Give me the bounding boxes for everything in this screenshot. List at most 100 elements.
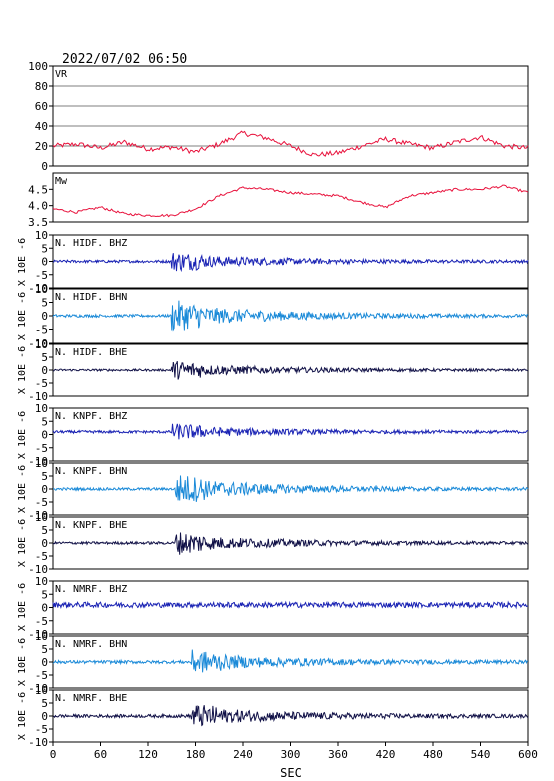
series-line [52,253,529,273]
panel-label: VR [55,69,68,80]
y-tick-label: -10 [28,509,48,522]
y-tick-label: 3.5 [28,216,48,229]
unit-label: X 10E -6 [17,465,28,513]
x-axis: 0 60 120 180 240 300 360 420 480 540 600 [50,742,538,761]
panel-label: N. HIDF. BHZ [55,238,127,249]
series-line [52,361,528,380]
series-line [52,600,529,610]
y-tick-label: -10 [28,628,48,641]
panel-1: 3.5 4.0 4.5 Mw [28,172,529,229]
y-tick-label: 0 [41,537,48,550]
panel-label: N. HIDF. BHN [55,292,127,303]
unit-labels: X 10E -6 X 10E -6 X 10E -6 X 10E -6 X 10E -6… [17,238,28,740]
unit-label: X 10E -6 [17,583,28,631]
y-tick-label: 5 [41,415,48,428]
y-tick-label: 10 [35,575,48,588]
unit-label: X 10E -6 [17,346,28,394]
y-tick-label: 5 [41,297,48,310]
y-tick-label: -5 [35,324,48,337]
y-tick-label: 40 [35,120,48,133]
y-tick-label: 100 [28,60,48,73]
panel-label: N. NMRF. BHN [55,639,127,650]
unit-label: X 10E -6 [17,692,28,740]
unit-label: X 10E -6 [17,238,28,286]
panel-label: N. KNPF. BHZ [55,411,127,422]
x-tick-label: 420 [376,748,396,761]
y-tick-label: 5 [41,643,48,656]
panel-label: N. KNPF. BHN [55,466,127,477]
series-line [52,649,528,673]
unit-label: X 10E -6 [17,519,28,567]
y-tick-label: 5 [41,351,48,364]
y-tick-label: 10 [35,457,48,470]
panel-label: N. NMRF. BHZ [55,584,127,595]
y-tick-label: 4.5 [28,183,48,196]
y-tick-label: 0 [41,602,48,615]
y-tick-label: -5 [35,269,48,282]
y-tick-label: 5 [41,588,48,601]
y-tick-label: 80 [35,80,48,93]
x-tick-label: 360 [328,748,348,761]
y-tick-label: 0 [41,256,48,269]
y-tick-label: -5 [35,615,48,628]
series-line [52,130,529,157]
x-axis-label: SEC [280,766,302,780]
unit-label: X 10E -6 [17,292,28,340]
y-tick-label: 0 [41,364,48,377]
x-tick-label: 540 [471,748,491,761]
panel-label: N. HIDF. BHE [55,347,127,358]
y-tick-label: -5 [35,442,48,455]
x-tick-label: 600 [518,748,538,761]
x-tick-label: 480 [423,748,443,761]
x-tick-label: 180 [186,748,206,761]
y-tick-label: -10 [28,563,48,576]
y-tick-label: 10 [35,511,48,524]
series-line [52,705,529,727]
y-tick-label: 0 [41,710,48,723]
x-tick-label: 240 [233,748,253,761]
y-tick-label: -5 [35,377,48,390]
y-tick-label: 10 [35,402,48,415]
panel-frame [52,65,529,167]
y-tick-label: 10 [35,338,48,351]
y-tick-label: 4.0 [28,200,48,213]
y-tick-label: 0 [41,429,48,442]
y-tick-label: 5 [41,470,48,483]
panel-3: -10 -505 10 N. HIDF. BHN [28,283,529,350]
y-tick-label: 0 [41,310,48,323]
y-tick-label: -10 [28,390,48,403]
y-tick-label: -10 [28,282,48,295]
y-tick-label: 5 [41,524,48,537]
y-tick-label: 0 [41,160,48,173]
panel-frame [52,172,529,223]
series-line [52,184,529,218]
y-tick-label: -5 [35,496,48,509]
y-tick-label: 10 [35,229,48,242]
panel-label: N. NMRF. BHE [55,693,127,704]
x-tick-label: 300 [281,748,301,761]
panel-label: Mw [55,176,68,187]
unit-label: X 10E -6 [17,411,28,459]
y-tick-label: 20 [35,140,48,153]
series-line [52,475,529,502]
y-tick-label: 0 [41,656,48,669]
y-tick-label: -5 [35,550,48,563]
y-tick-label: 10 [35,684,48,697]
x-tick-label: 120 [138,748,158,761]
x-tick-label: 0 [50,748,57,761]
y-tick-label: -10 [28,455,48,468]
panel-0: 0 20 40 60 80 100 VR [28,60,529,173]
y-tick-label: 10 [35,630,48,643]
unit-label: X 10E -6 [17,638,28,686]
y-tick-label: -10 [28,682,48,695]
series-line [52,300,529,332]
